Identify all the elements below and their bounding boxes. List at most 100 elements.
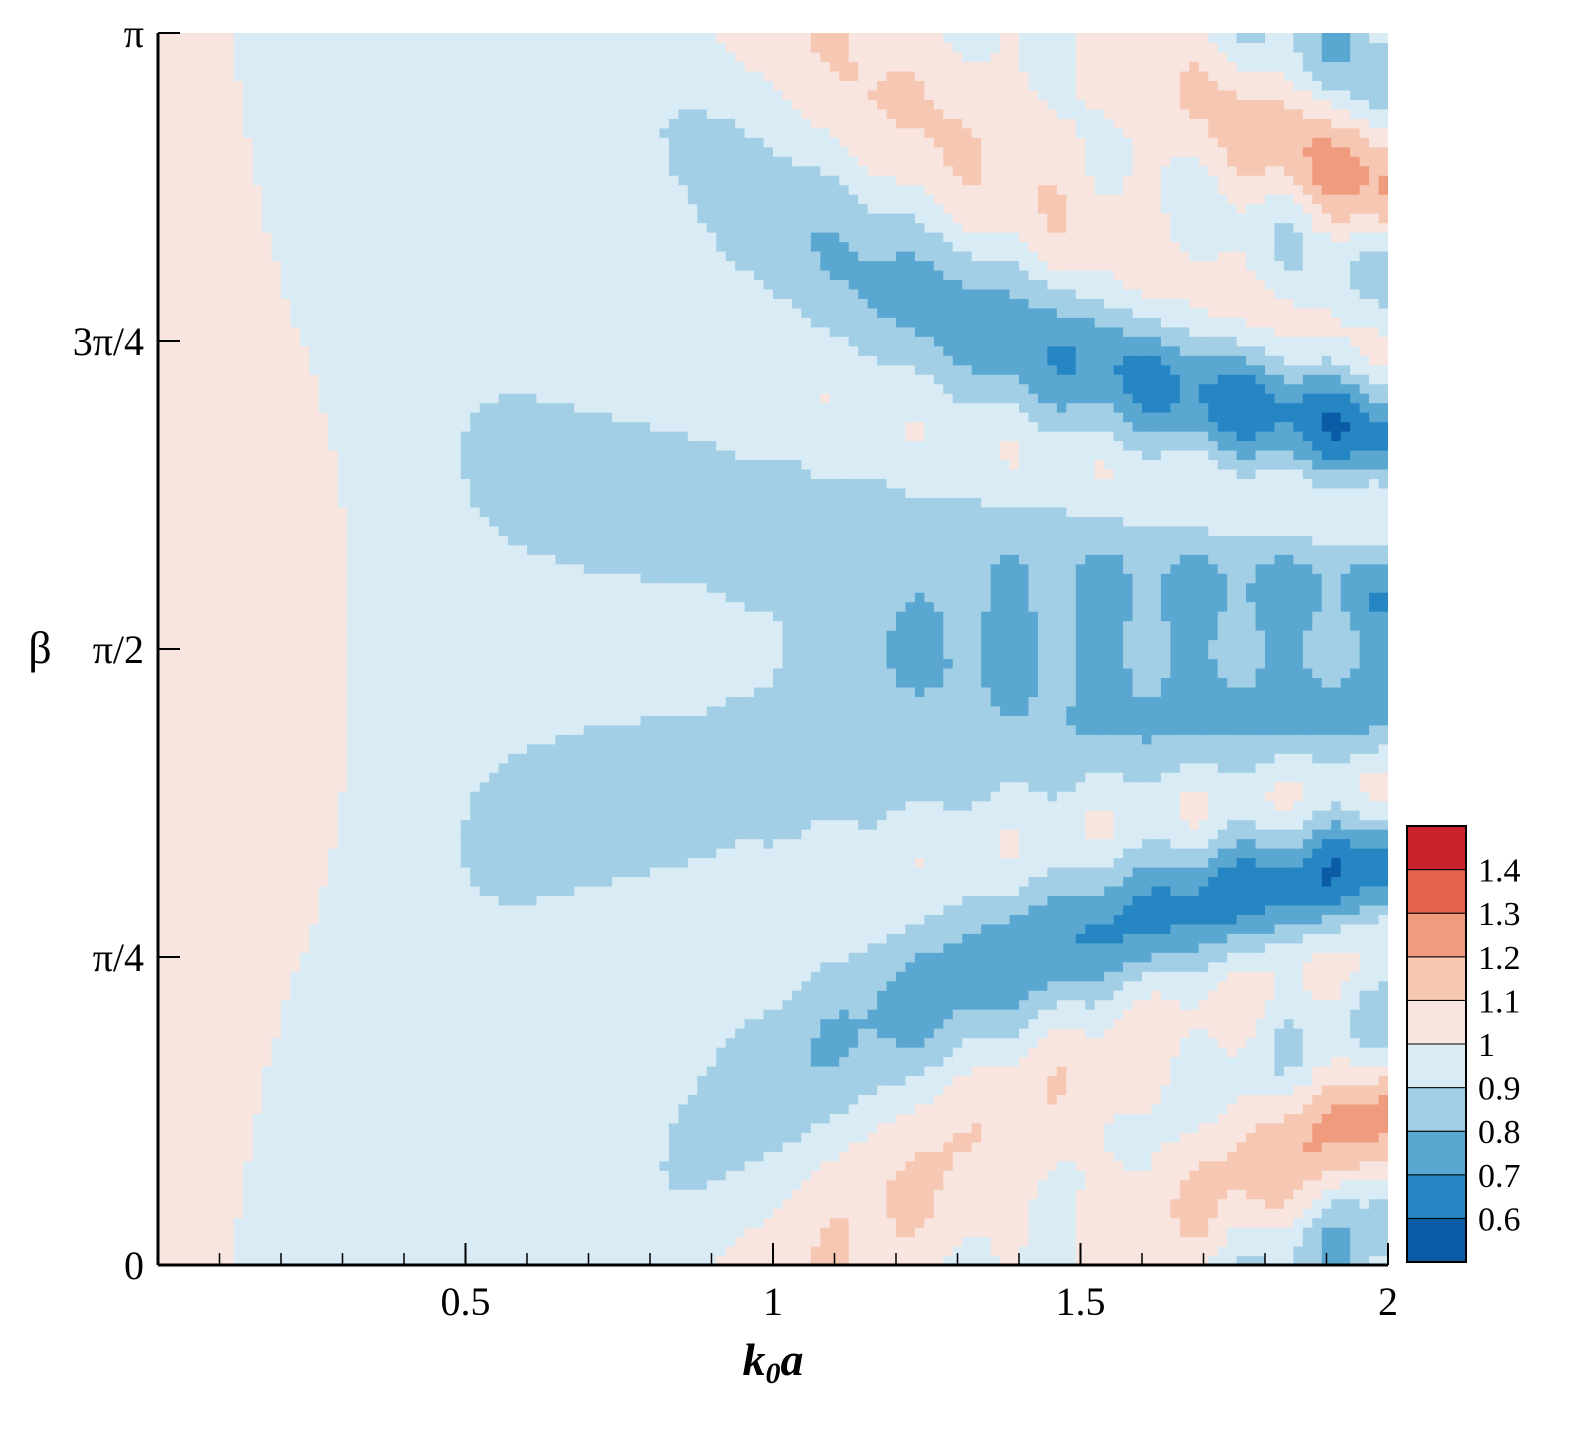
contour-cell xyxy=(281,667,292,679)
contour-cell xyxy=(290,554,301,565)
contour-cell xyxy=(233,1151,244,1162)
contour-cell xyxy=(158,459,169,470)
contour-cell xyxy=(205,1217,216,1228)
contour-cell xyxy=(224,743,235,754)
contour-cell xyxy=(432,421,443,432)
contour-cell xyxy=(385,1065,396,1077)
contour-cell xyxy=(262,1103,273,1114)
contour-cell xyxy=(385,895,396,906)
contour-cell xyxy=(404,1189,415,1200)
contour-cell xyxy=(176,42,187,53)
contour-cell xyxy=(413,1208,424,1219)
contour-cell xyxy=(432,1028,443,1039)
contour-cell xyxy=(158,923,169,934)
contour-cell xyxy=(432,611,443,622)
contour-cell xyxy=(508,1065,519,1077)
contour-cell xyxy=(262,980,273,991)
contour-cell xyxy=(375,658,386,669)
contour-cell xyxy=(375,800,386,811)
contour-cell xyxy=(233,61,244,72)
contour-cell xyxy=(385,70,396,81)
contour-cell xyxy=(489,554,500,565)
contour-cell xyxy=(460,601,471,612)
contour-cell xyxy=(375,232,386,243)
contour-cell xyxy=(356,184,367,195)
contour-cell xyxy=(299,1113,310,1124)
contour-cell xyxy=(233,260,244,271)
contour-cell xyxy=(176,146,187,157)
contour-cell xyxy=(186,42,197,53)
contour-cell xyxy=(479,279,490,290)
contour-cell xyxy=(489,573,500,584)
contour-cell xyxy=(309,715,320,726)
contour-cell xyxy=(422,1208,433,1219)
contour-cell xyxy=(375,1132,386,1143)
contour-cell xyxy=(432,1084,443,1096)
contour-cell xyxy=(451,715,462,726)
contour-cell xyxy=(337,990,348,1001)
contour-cell xyxy=(243,33,254,44)
contour-cell xyxy=(356,33,367,44)
contour-cell xyxy=(176,563,187,574)
contour-cell xyxy=(281,487,292,498)
contour-cell xyxy=(470,42,481,53)
contour-cell xyxy=(413,118,424,129)
contour-cell xyxy=(328,1208,339,1219)
contour-cell xyxy=(422,715,433,726)
contour-cell xyxy=(337,1084,348,1096)
contour-cell xyxy=(158,165,169,176)
contour-cell xyxy=(271,1208,282,1219)
contour-cell xyxy=(299,61,310,72)
contour-cell xyxy=(299,1047,310,1058)
contour-cell xyxy=(243,525,254,536)
contour-cell xyxy=(479,639,490,650)
contour-cell xyxy=(517,1151,528,1162)
contour-cell xyxy=(299,203,310,214)
contour-cell xyxy=(385,800,396,811)
contour-cell xyxy=(262,819,273,830)
contour-cell xyxy=(205,1056,216,1067)
contour-cell xyxy=(347,402,358,413)
contour-cell xyxy=(479,80,490,91)
contour-cell xyxy=(205,696,216,707)
contour-cell xyxy=(290,715,301,726)
contour-cell xyxy=(176,1141,187,1152)
contour-cell xyxy=(224,942,235,953)
contour-cell xyxy=(356,677,367,688)
contour-cell xyxy=(451,279,462,290)
contour-cell xyxy=(290,487,301,498)
contour-cell xyxy=(309,487,320,498)
contour-cell xyxy=(451,42,462,53)
contour-cell xyxy=(375,99,386,110)
contour-cell xyxy=(281,715,292,726)
contour-cell xyxy=(299,336,310,347)
contour-cell xyxy=(489,914,500,925)
contour-cell xyxy=(167,99,178,110)
contour-cell xyxy=(281,781,292,792)
contour-cell xyxy=(252,1113,263,1124)
contour-cell xyxy=(281,601,292,612)
contour-cell xyxy=(290,1018,301,1029)
contour-cell xyxy=(205,1160,216,1171)
contour-cell xyxy=(337,241,348,252)
contour-cell xyxy=(394,1227,405,1238)
contour-cell xyxy=(299,876,310,887)
contour-cell xyxy=(489,421,500,432)
contour-cell xyxy=(385,203,396,214)
contour-cell xyxy=(413,165,424,176)
contour-cell xyxy=(337,497,348,508)
contour-cell xyxy=(176,971,187,982)
contour-cell xyxy=(233,525,244,536)
contour-cell xyxy=(224,639,235,650)
contour-cell xyxy=(451,1075,462,1086)
contour-cell xyxy=(328,724,339,735)
contour-cell xyxy=(441,99,452,110)
contour-cell xyxy=(394,658,405,669)
contour-cell xyxy=(281,156,292,167)
contour-cell xyxy=(479,715,490,726)
contour-cell xyxy=(328,866,339,878)
contour-cell xyxy=(470,838,481,849)
contour-cell xyxy=(366,298,377,309)
contour-cell xyxy=(489,1141,500,1152)
contour-cell xyxy=(328,260,339,271)
